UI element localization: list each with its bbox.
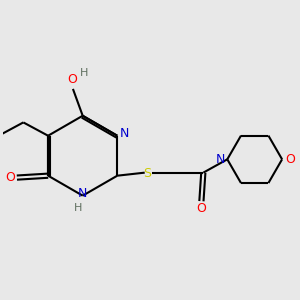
Text: N: N: [216, 153, 225, 166]
Text: O: O: [196, 202, 206, 215]
Text: O: O: [285, 153, 295, 166]
Text: H: H: [74, 203, 82, 213]
Text: N: N: [119, 127, 129, 140]
Text: S: S: [143, 167, 152, 180]
Text: N: N: [78, 187, 87, 200]
Text: H: H: [80, 68, 88, 78]
Text: O: O: [5, 171, 15, 184]
Text: O: O: [67, 73, 77, 86]
